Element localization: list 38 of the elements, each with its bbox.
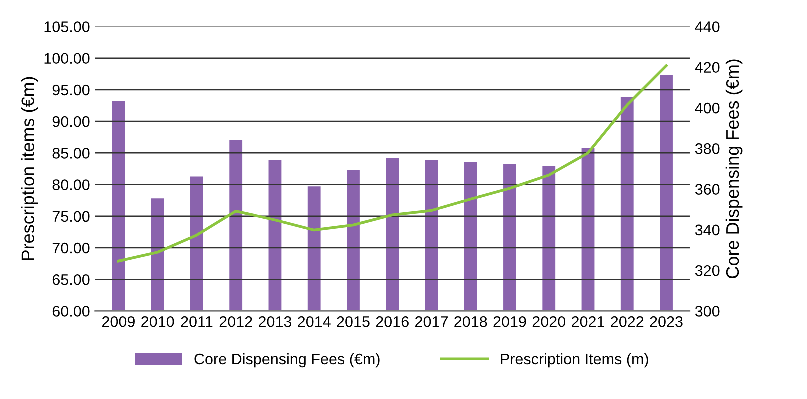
y2-axis-title: Core Dispensing Fees (€m) [726,60,743,278]
y-tick-label: 100.00 [44,53,90,64]
x-tick-label: 2013 [258,316,292,328]
y-tick-label: 60.00 [52,306,90,317]
x-tick-label: 2018 [454,316,488,328]
y-tick-label: 65.00 [52,274,90,286]
x-tick-label: 2015 [337,316,370,328]
y2-tick-label: 300 [695,306,720,317]
y-tick-label: 70.00 [52,242,90,254]
x-tick-label: 2014 [298,316,331,328]
y2-tick-label: 340 [695,224,720,236]
legend-label: Core Dispensing Fees (€m) [194,353,380,368]
x-tick-label: 2012 [220,316,252,328]
y-tick-label: 75.00 [52,211,90,222]
y-axis-title: Prescription items (€m) [21,77,38,260]
y-tick-label: 85.00 [52,148,90,159]
line-series [117,64,668,263]
y2-tick-label: 440 [695,22,720,32]
y2-tick-label: 400 [695,102,720,114]
y2-tick-label: 380 [695,144,720,154]
x-tick-label: 2016 [376,316,409,328]
y2-tick-label: 360 [695,184,720,195]
y-tick-label: 95.00 [52,84,90,96]
x-tick-label: 2010 [142,316,174,328]
x-tick-label: 2017 [416,316,448,328]
y-tick-label: 80.00 [52,180,90,190]
y2-tick-label: 320 [695,265,720,276]
x-tick-label: 2011 [181,316,213,328]
x-tick-label: 2020 [532,316,566,328]
x-tick-label: 2009 [102,316,135,328]
x-tick-label: 2021 [572,316,604,328]
y-tick-label: 90.00 [52,116,90,128]
x-tick-label: 2022 [611,316,644,328]
y2-tick-label: 420 [695,62,720,74]
x-tick-label: 2019 [494,316,526,328]
y-tick-label: 105.00 [44,22,90,32]
legend-label: Prescription Items (m) [501,353,648,368]
x-tick-label: 2023 [650,316,683,328]
